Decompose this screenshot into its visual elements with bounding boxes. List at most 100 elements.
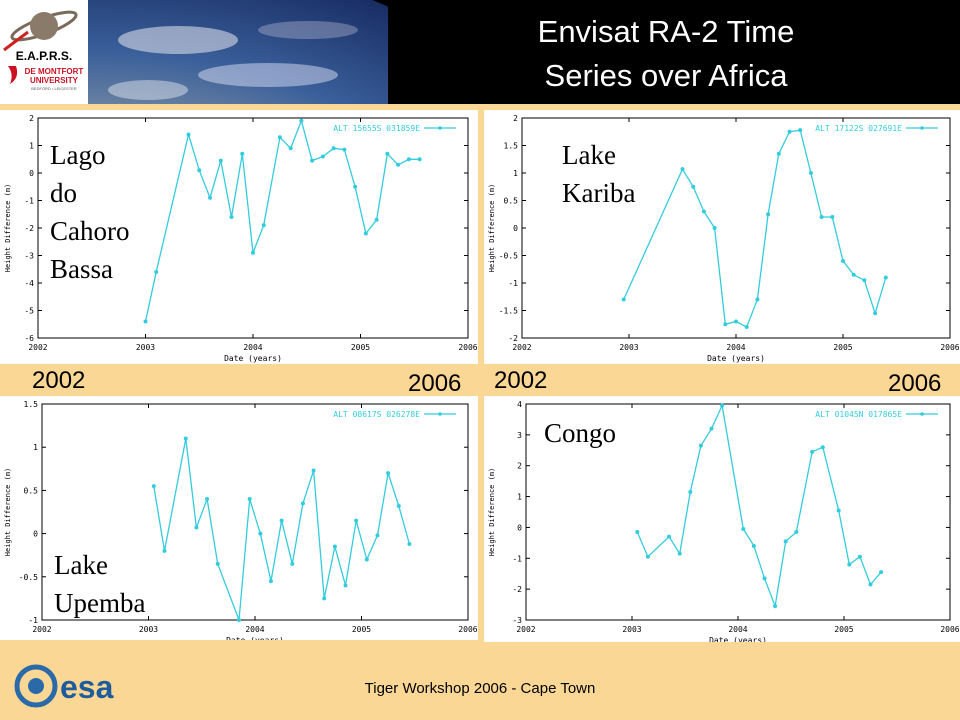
title-line1: Envisat RA-2 Time — [537, 14, 795, 49]
data-point — [268, 579, 273, 584]
data-point — [751, 543, 756, 548]
chart-congo: 2002 2003 2004 2005 2006 -3 -2 -1 0 1 2 3 4 Date (yea… — [488, 400, 960, 642]
dmu-line3: BEDFORD • LEICESTER — [31, 86, 77, 91]
y-tick-label: 1.5 — [24, 400, 39, 409]
y-tick-label: -2 — [508, 334, 518, 343]
y-tick-label: 0 — [29, 169, 34, 178]
lake-label-line: Cahoro — [50, 216, 130, 246]
data-point — [374, 217, 379, 222]
data-point — [386, 471, 391, 476]
header-banner: E.A.P.R.S. DE MONTFORT UNIVERSITY BEDFOR… — [0, 0, 960, 104]
y-tick-label: -1.5 — [499, 307, 518, 316]
data-point — [406, 157, 411, 162]
lake-label-line: Kariba — [562, 178, 636, 208]
year-label-left-end: 2006 — [408, 370, 462, 397]
series-line — [623, 129, 887, 328]
y-tick-label: 1 — [29, 142, 34, 151]
legend-marker — [438, 412, 442, 416]
earth-image — [88, 0, 388, 104]
lake-label-line: Bassa — [50, 254, 113, 284]
x-tick-label: 2005 — [834, 625, 853, 634]
data-point — [873, 311, 878, 316]
data-point — [734, 319, 738, 324]
eaprs-text: E.A.P.R.S. — [16, 49, 72, 63]
data-point — [691, 184, 696, 189]
x-axis-label: Date (years) — [709, 636, 767, 642]
y-tick-label: 1 — [513, 169, 518, 178]
legend-marker — [920, 412, 924, 416]
lake-label-congo: Congo — [544, 414, 616, 452]
data-point — [364, 557, 369, 562]
chart-upemba: 2002 2003 2004 2005 2006 -1 -0.5 0 0.5 1 1.5 Date (… — [4, 400, 478, 640]
x-tick-label: 2006 — [940, 625, 959, 634]
data-point — [151, 484, 156, 489]
chart-panel-upemba: 2002 2003 2004 2005 2006 -1 -0.5 0 0.5 1 1.5 Date (… — [0, 396, 478, 640]
data-point — [847, 562, 852, 567]
y-tick-label: 1 — [33, 443, 38, 452]
legend-label: ALT 01045N 017865E — [815, 410, 902, 419]
data-point — [776, 151, 781, 156]
series-line — [153, 438, 411, 621]
data-point — [667, 534, 672, 539]
legend-marker — [438, 126, 442, 130]
lake-label-cahora-bassa: Lago do Cahoro Bassa — [50, 136, 129, 288]
data-point — [766, 212, 771, 217]
chart-cahora-bassa: 2002 2003 2004 2005 2006 -6 -5 -4 -3 -2 -1 0 1 2 Date … — [4, 114, 478, 363]
lake-label-kariba: Lake Kariba — [562, 136, 635, 212]
chart-panel-cahora-bassa: 2002 2003 2004 2005 2006 -6 -5 -4 -3 -2 -1 0 1 2 Date … — [0, 110, 478, 364]
lake-label-upemba: Lake Upemba — [54, 546, 145, 622]
data-point — [332, 544, 337, 549]
dmu-line2: UNIVERSITY — [30, 76, 79, 85]
x-tick-label: 2006 — [458, 343, 477, 352]
data-point — [342, 147, 347, 152]
data-point — [247, 497, 252, 502]
lake-label-line: Lago — [50, 140, 106, 170]
data-point — [862, 278, 867, 283]
x-tick-label: 2006 — [940, 343, 959, 352]
eaprs-logo: E.A.P.R.S. DE MONTFORT UNIVERSITY BEDFOR… — [3, 10, 83, 91]
data-point — [205, 497, 210, 502]
data-point — [407, 541, 412, 546]
y-tick-label: -0.5 — [499, 252, 518, 261]
esa-logo: esa — [14, 664, 114, 708]
data-point — [290, 561, 295, 566]
data-point — [883, 275, 888, 280]
data-point — [197, 168, 202, 173]
data-point — [237, 618, 242, 622]
data-point — [794, 530, 799, 535]
y-tick-label: -3 — [24, 252, 34, 261]
year-label-right-end: 2006 — [888, 370, 942, 397]
y-tick-label: 4 — [517, 400, 522, 409]
data-point — [783, 539, 788, 544]
legend-label: ALT 08617S 026278E — [333, 410, 420, 419]
x-tick-label: 2004 — [245, 625, 264, 634]
data-point — [851, 272, 856, 277]
y-tick-label: 2 — [29, 114, 34, 123]
esa-logo-text: esa — [60, 669, 114, 705]
chart-panel-congo: 2002 2003 2004 2005 2006 -3 -2 -1 0 1 2 3 4 Date (yea… — [484, 396, 960, 642]
data-point — [277, 135, 282, 140]
data-point — [279, 518, 284, 523]
x-tick-label: 2002 — [512, 343, 531, 352]
x-tick-label: 2003 — [619, 343, 638, 352]
x-tick-label: 2005 — [351, 343, 370, 352]
footer-text: Tiger Workshop 2006 - Cape Town — [364, 680, 596, 697]
data-point — [396, 162, 401, 167]
data-point — [773, 604, 778, 609]
data-point — [311, 468, 316, 473]
y-tick-label: -5 — [24, 307, 34, 316]
data-point — [300, 501, 305, 506]
data-point — [762, 576, 767, 581]
data-point — [143, 319, 148, 324]
chart-kariba: 2002 2003 2004 2005 2006 -2 -1.5 -1 -0.5 0 0.5 1 1.5… — [488, 114, 960, 363]
y-axis-label: Height Difference (m) — [4, 184, 12, 273]
data-point — [258, 531, 263, 536]
lake-label-line: Lake — [562, 140, 616, 170]
y-tick-label: -2 — [512, 585, 522, 594]
data-point — [879, 570, 884, 575]
y-tick-label: -3 — [512, 616, 522, 625]
data-point — [680, 167, 685, 172]
y-tick-label: -1 — [512, 554, 522, 563]
x-tick-label: 2004 — [726, 343, 745, 352]
data-point — [755, 297, 760, 302]
